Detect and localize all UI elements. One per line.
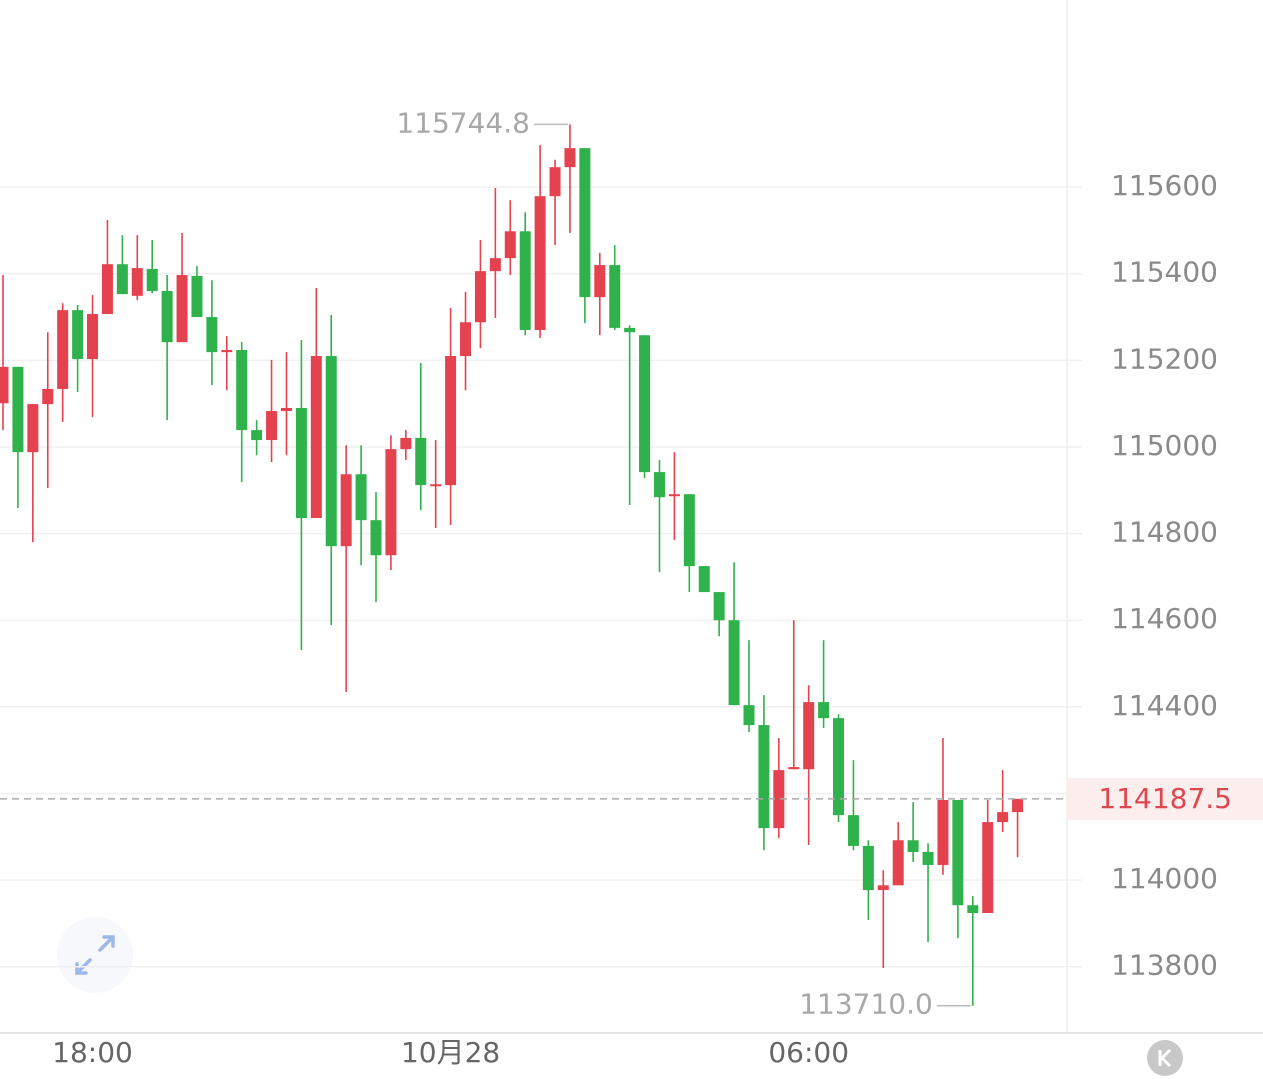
candle-body <box>295 408 307 519</box>
candle-body <box>504 231 516 259</box>
candle-body <box>594 265 606 298</box>
candle-body <box>27 404 39 453</box>
candle-body <box>101 264 113 315</box>
expand-button[interactable] <box>57 917 133 993</box>
candle-body <box>87 314 99 360</box>
candle-body <box>937 799 949 865</box>
candle-body <box>340 474 352 547</box>
candle-body <box>609 265 621 328</box>
x-tick-label: 10月28 <box>401 1036 500 1069</box>
candle-body <box>221 349 233 353</box>
candle-body <box>833 718 845 816</box>
candle-body <box>191 275 203 318</box>
candle-body <box>325 356 337 547</box>
candle-body <box>982 822 994 914</box>
candle-body <box>370 520 382 556</box>
candle-body <box>42 388 54 405</box>
candle-body <box>355 474 367 521</box>
candle-body <box>116 264 128 295</box>
candle-body <box>72 310 84 360</box>
candle-body <box>579 148 591 298</box>
candle-body <box>818 702 830 719</box>
x-tick-label: 18:00 <box>52 1036 133 1069</box>
candle-body <box>146 268 158 292</box>
candle-body <box>251 430 263 441</box>
candle-body <box>922 851 934 865</box>
candle-body <box>400 437 412 450</box>
candle-body <box>683 494 695 567</box>
high-label: 115744.8 <box>396 106 530 139</box>
candle-body <box>862 845 874 891</box>
candle-body <box>534 196 546 331</box>
k-button[interactable] <box>1147 1040 1183 1076</box>
candle-body <box>280 408 292 412</box>
candle-body <box>653 472 665 498</box>
candle-body <box>1012 798 1024 813</box>
last-price-tag <box>1068 777 1263 820</box>
candle-body <box>445 356 457 486</box>
k-button-bg[interactable] <box>1147 1040 1183 1076</box>
candle-body <box>310 356 322 519</box>
y-tick-label: 115200 <box>1111 342 1218 375</box>
candle-body <box>743 705 755 726</box>
candle-body <box>236 349 248 431</box>
candle-body <box>474 271 486 323</box>
candle-body <box>624 327 636 333</box>
candle-body <box>892 840 904 886</box>
candle-body <box>131 268 143 296</box>
candle-body <box>415 437 427 486</box>
y-tick-label: 114800 <box>1111 516 1218 549</box>
candle-body <box>847 815 859 846</box>
candle-body <box>803 702 815 770</box>
expand-icon[interactable] <box>75 935 115 975</box>
candle-body <box>12 366 24 453</box>
candle-body <box>266 411 278 441</box>
candle-body <box>460 322 472 357</box>
candle-body <box>206 317 218 353</box>
candle-body <box>549 167 561 197</box>
candle-body <box>773 770 785 829</box>
candle-body <box>788 767 800 770</box>
candle-body <box>489 258 501 272</box>
candle-body <box>668 494 680 497</box>
x-tick-label: 06:00 <box>768 1036 849 1069</box>
candle-body <box>0 366 9 404</box>
candle-body <box>639 335 651 473</box>
y-tick-label: 115600 <box>1111 169 1218 202</box>
price-panel <box>1067 0 1263 1079</box>
y-tick-label: 114400 <box>1111 689 1218 722</box>
candle-body <box>997 812 1009 823</box>
last-price-label: 114187.5 <box>1098 782 1232 815</box>
candle-body <box>698 566 710 593</box>
candle-body <box>967 905 979 914</box>
candle-body <box>877 885 889 891</box>
y-tick-label: 114600 <box>1111 602 1218 635</box>
expand-button-bg[interactable] <box>57 917 133 993</box>
candle-body <box>952 799 964 906</box>
y-tick-label: 115000 <box>1111 429 1218 462</box>
y-tick-label: 113800 <box>1111 949 1218 982</box>
candle-body <box>385 449 397 556</box>
candle-body <box>161 291 173 343</box>
candle-body <box>907 840 919 852</box>
candle-body <box>728 620 740 706</box>
candle-body <box>57 310 69 389</box>
candle-body <box>519 231 531 331</box>
candle-body <box>713 592 725 621</box>
y-tick-label: 115400 <box>1111 256 1218 289</box>
candle-body <box>564 148 576 168</box>
candle-body <box>430 484 442 487</box>
candle-body <box>176 275 188 343</box>
y-tick-label: 114000 <box>1111 862 1218 895</box>
k-icon[interactable] <box>1158 1048 1172 1068</box>
low-label: 113710.0 <box>799 988 933 1021</box>
candle-body <box>758 725 770 829</box>
